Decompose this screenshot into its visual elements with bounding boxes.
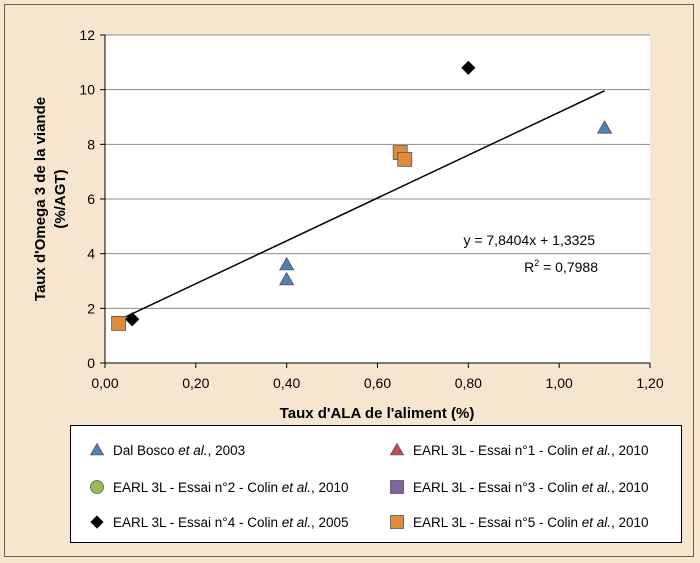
- y-tick-label: 6: [87, 191, 95, 207]
- trendline-equation: y = 7,8404x + 1,3325: [463, 232, 595, 248]
- x-axis-title: Taux d'ALA de l'aliment (%): [280, 405, 475, 422]
- y-axis-title-line1: Taux d'Omega 3 de la viande: [32, 97, 49, 301]
- y-tick-label: 8: [87, 136, 95, 152]
- legend-item-dal-bosco: Dal Bosco et al., 2003: [89, 440, 245, 460]
- legend-marker-shape: [390, 515, 404, 529]
- y-tick-label: 12: [79, 27, 95, 43]
- square-data-point: [397, 151, 413, 167]
- gridlines: [105, 34, 650, 309]
- legend-item-essai-5: EARL 3L - Essai n°5 - Colin et al., 2010: [389, 512, 649, 532]
- x-tick-label: 1,00: [546, 375, 573, 391]
- legend-label: EARL 3L - Essai n°5 - Colin et al., 2010: [413, 514, 649, 530]
- figure-frame: [4, 4, 694, 557]
- diamond-data-point: [125, 312, 140, 327]
- legend-marker-shape: [90, 480, 104, 494]
- legend-label: EARL 3L - Essai n°3 - Colin et al., 2010: [413, 479, 649, 495]
- square-data-point: [111, 315, 127, 331]
- diamond-marker-icon: [89, 514, 105, 530]
- legend-label: Dal Bosco et al., 2003: [113, 442, 246, 458]
- legend-marker-shape: [89, 442, 105, 456]
- y-axis-title: Taux d'Omega 3 de la viande (%/AGT): [32, 97, 69, 301]
- legend-item-essai-2: EARL 3L - Essai n°2 - Colin et al., 2010: [89, 477, 349, 497]
- legend-item-essai-4: EARL 3L - Essai n°4 - Colin et al., 2005: [89, 512, 349, 532]
- y-axis-title-line2: (%/AGT): [52, 169, 69, 228]
- diamond-data-point: [461, 60, 476, 75]
- triangle-marker-icon: [389, 442, 405, 458]
- x-tick-label: 0,00: [91, 375, 118, 391]
- triangle-data-point: [278, 256, 295, 271]
- legend-marker-shape: [90, 515, 104, 529]
- y-tick-labels: 0 2 4 6 8 10 12: [79, 27, 105, 371]
- y-tick-label: 0: [87, 355, 95, 371]
- y-tick-label: 2: [87, 300, 95, 316]
- legend: Dal Bosco et al., 2003 EARL 3L - Essai n…: [70, 425, 682, 543]
- data-points: [111, 60, 613, 331]
- x-tick-label: 1,20: [636, 375, 663, 391]
- legend-item-essai-3: EARL 3L - Essai n°3 - Colin et al., 2010: [389, 477, 649, 497]
- x-tick-label: 0,60: [364, 375, 391, 391]
- legend-marker-shape: [390, 480, 404, 494]
- y-tick-label: 4: [87, 246, 95, 262]
- x-tick-label: 0,80: [455, 375, 482, 391]
- x-tick-label: 0,40: [273, 375, 300, 391]
- triangle-marker-icon: [89, 442, 105, 458]
- y-tick-label: 10: [79, 82, 95, 98]
- trendline: [118, 90, 605, 321]
- x-tick-label: 0,20: [182, 375, 209, 391]
- legend-label: EARL 3L - Essai n°2 - Colin et al., 2010: [113, 479, 349, 495]
- legend-label: EARL 3L - Essai n°1 - Colin et al., 2010: [413, 442, 649, 458]
- x-tick-labels: 0,00 0,20 0,40 0,60 0,80 1,00 1,20: [91, 363, 664, 391]
- scatter-chart: 0,00 0,20 0,40 0,60 0,80 1,00 1,20 0 2 4 6 8 10 12 y…: [32, 27, 664, 422]
- square-marker-icon: [389, 514, 405, 530]
- triangle-data-point: [596, 120, 613, 134]
- triangle-data-point: [278, 271, 295, 286]
- circle-marker-icon: [89, 479, 105, 495]
- trendline-r2: R2 = 0,7988: [524, 258, 598, 275]
- legend-label: EARL 3L - Essai n°4 - Colin et al., 2005: [113, 514, 349, 530]
- legend-item-essai-1: EARL 3L - Essai n°1 - Colin et al., 2010: [389, 440, 649, 460]
- legend-marker-shape: [389, 442, 405, 456]
- square-marker-icon: [389, 479, 405, 495]
